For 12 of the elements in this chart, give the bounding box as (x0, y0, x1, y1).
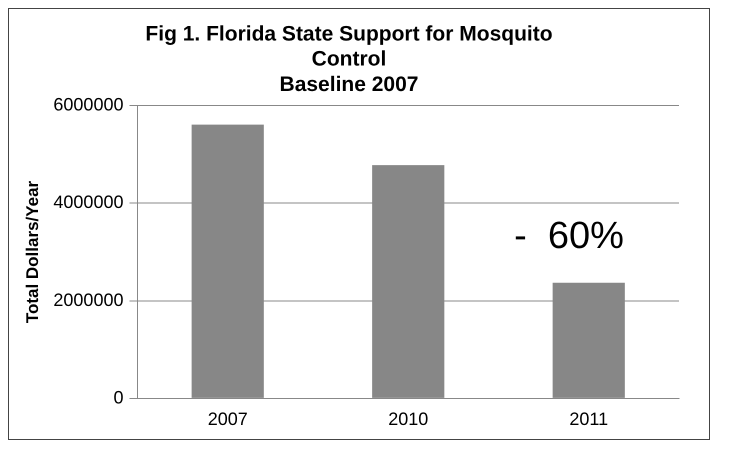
text: Fig 1. Florida State Support for Mosquito (145, 22, 553, 46)
y-axis-title: Total Dollars/Year (22, 180, 42, 324)
text: Baseline 2007 (280, 72, 418, 96)
x-tick-label: 2010 (388, 409, 428, 430)
y-tick-label: 6000000 (53, 94, 124, 115)
y-tick-label: 0 (113, 387, 124, 408)
x-tick-label: 2011 (569, 409, 608, 430)
text: Control (312, 48, 386, 71)
y-tick-label: 4000000 (53, 192, 124, 212)
y-tick-label: 2000000 (53, 290, 124, 310)
annotation: - 60% (514, 214, 624, 257)
x-tick-label: 2007 (208, 409, 248, 430)
